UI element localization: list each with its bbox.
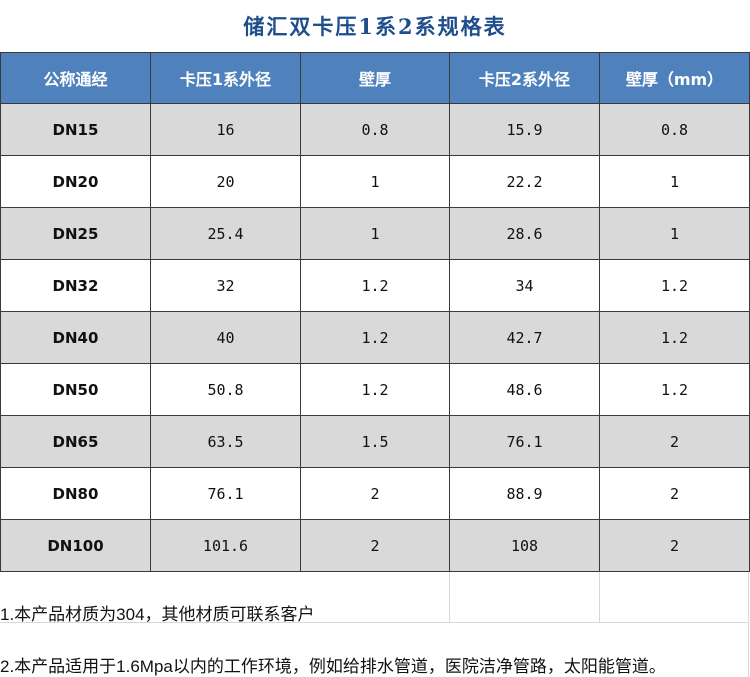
cell-series2-wall-thickness: 2 — [599, 415, 750, 468]
table-row: DN20 20 1 22.2 1 — [0, 155, 750, 208]
header-series2-wall-thickness: 壁厚（mm） — [599, 52, 750, 104]
table-row: DN100 101.6 2 108 2 — [0, 519, 750, 572]
cell-series2-outer-diameter: 76.1 — [449, 415, 600, 468]
cell-series1-wall-thickness: 1 — [300, 155, 450, 208]
cell-series1-wall-thickness: 1.5 — [300, 415, 450, 468]
header-nominal-diameter: 公称通经 — [0, 52, 151, 104]
cell-series1-wall-thickness: 0.8 — [300, 103, 450, 156]
cell-series2-wall-thickness: 1.2 — [599, 363, 750, 416]
cell-series1-outer-diameter: 50.8 — [150, 363, 301, 416]
grid-line — [748, 572, 749, 677]
cell-series1-wall-thickness: 2 — [300, 467, 450, 520]
header-series1-outer-diameter: 卡压1系外径 — [150, 52, 301, 104]
cell-series2-wall-thickness: 1.2 — [599, 259, 750, 312]
cell-series2-wall-thickness: 1.2 — [599, 311, 750, 364]
cell-nominal-diameter: DN65 — [0, 415, 151, 468]
cell-series2-outer-diameter: 88.9 — [449, 467, 600, 520]
cell-series2-outer-diameter: 28.6 — [449, 207, 600, 260]
cell-nominal-diameter: DN20 — [0, 155, 151, 208]
cell-series2-wall-thickness: 0.8 — [599, 103, 750, 156]
cell-series2-wall-thickness: 2 — [599, 519, 750, 572]
cell-nominal-diameter: DN50 — [0, 363, 151, 416]
table-row: DN50 50.8 1.2 48.6 1.2 — [0, 363, 750, 416]
cell-series1-outer-diameter: 76.1 — [150, 467, 301, 520]
table-row: DN15 16 0.8 15.9 0.8 — [0, 103, 750, 156]
cell-series1-outer-diameter: 101.6 — [150, 519, 301, 572]
header-series1-wall-thickness: 壁厚 — [300, 52, 450, 104]
table-row: DN32 32 1.2 34 1.2 — [0, 259, 750, 312]
note-material: 1.本产品材质为304，其他材质可联系客户 — [0, 605, 315, 624]
cell-series2-outer-diameter: 15.9 — [449, 103, 600, 156]
table-row: DN40 40 1.2 42.7 1.2 — [0, 311, 750, 364]
spec-table: 公称通经 卡压1系外径 壁厚 卡压2系外径 壁厚（mm） DN15 16 0.8… — [0, 52, 750, 572]
cell-nominal-diameter: DN80 — [0, 467, 151, 520]
cell-series2-outer-diameter: 42.7 — [449, 311, 600, 364]
cell-series1-outer-diameter: 16 — [150, 103, 301, 156]
sheet-title: 储汇双卡压1系2系规格表 — [243, 14, 507, 39]
cell-series1-outer-diameter: 63.5 — [150, 415, 301, 468]
cell-series1-outer-diameter: 40 — [150, 311, 301, 364]
note-application: 2.本产品适用于1.6Mpa以内的工作环境，例如给排水管道，医院洁净管路，太阳能… — [0, 657, 666, 676]
table-header-row: 公称通经 卡压1系外径 壁厚 卡压2系外径 壁厚（mm） — [0, 52, 750, 104]
cell-series1-outer-diameter: 32 — [150, 259, 301, 312]
cell-nominal-diameter: DN25 — [0, 207, 151, 260]
cell-series2-outer-diameter: 48.6 — [449, 363, 600, 416]
cell-series1-outer-diameter: 20 — [150, 155, 301, 208]
table-row: DN80 76.1 2 88.9 2 — [0, 467, 750, 520]
cell-series1-wall-thickness: 1.2 — [300, 363, 450, 416]
cell-series2-wall-thickness: 2 — [599, 467, 750, 520]
cell-series2-wall-thickness: 1 — [599, 155, 750, 208]
cell-series1-wall-thickness: 1 — [300, 207, 450, 260]
cell-series2-wall-thickness: 1 — [599, 207, 750, 260]
cell-nominal-diameter: DN40 — [0, 311, 151, 364]
cell-nominal-diameter: DN15 — [0, 103, 151, 156]
cell-series1-wall-thickness: 1.2 — [300, 311, 450, 364]
cell-series1-wall-thickness: 2 — [300, 519, 450, 572]
table-row: DN25 25.4 1 28.6 1 — [0, 207, 750, 260]
cell-series1-outer-diameter: 25.4 — [150, 207, 301, 260]
cell-nominal-diameter: DN32 — [0, 259, 151, 312]
header-series2-outer-diameter: 卡压2系外径 — [449, 52, 600, 104]
cell-series1-wall-thickness: 1.2 — [300, 259, 450, 312]
cell-series2-outer-diameter: 34 — [449, 259, 600, 312]
cell-series2-outer-diameter: 22.2 — [449, 155, 600, 208]
grid-line — [449, 572, 450, 622]
table-row: DN65 63.5 1.5 76.1 2 — [0, 415, 750, 468]
grid-line — [599, 572, 600, 622]
cell-nominal-diameter: DN100 — [0, 519, 151, 572]
cell-series2-outer-diameter: 108 — [449, 519, 600, 572]
grid-line — [0, 622, 749, 623]
